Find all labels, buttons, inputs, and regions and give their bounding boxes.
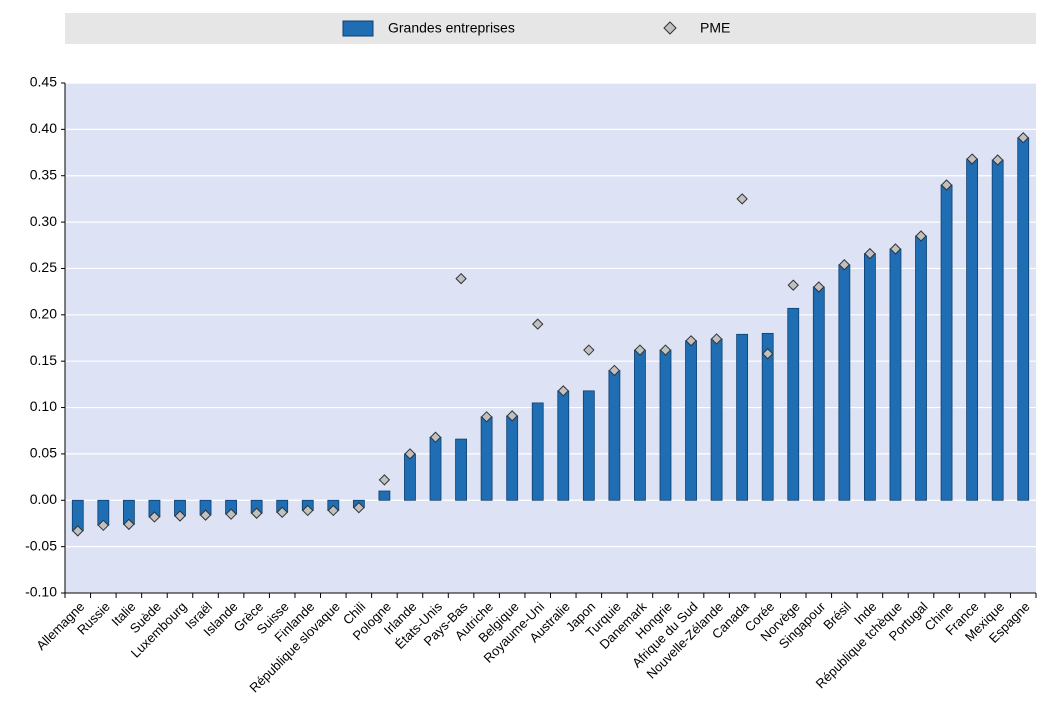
legend-label: PME (700, 20, 730, 36)
marker (761, 348, 774, 360)
bar (480, 416, 493, 501)
marker (72, 525, 84, 537)
marker (991, 154, 1004, 166)
bar (812, 286, 825, 501)
bar (557, 390, 570, 501)
bar (761, 332, 774, 501)
marker (864, 247, 876, 260)
bar (940, 184, 953, 501)
marker (940, 179, 953, 191)
y-tick-label: -0.10 (25, 584, 57, 600)
bar (710, 338, 723, 501)
y-tick-label: 0.10 (30, 398, 57, 414)
marker (302, 504, 314, 517)
y-tick-label: 0.00 (30, 491, 57, 507)
y-tick-label: 0.20 (30, 306, 57, 322)
y-tick-label: 0.30 (30, 213, 57, 229)
marker (736, 193, 748, 205)
y-tick-label: 0.15 (30, 352, 57, 368)
marker (276, 506, 288, 519)
marker (813, 281, 825, 293)
marker (199, 509, 212, 521)
marker (123, 518, 135, 531)
marker (174, 510, 186, 522)
bar (838, 264, 851, 501)
marker (506, 410, 518, 422)
bar (685, 340, 697, 501)
bar (378, 490, 391, 501)
bar (659, 349, 672, 501)
bar (582, 390, 595, 501)
legend-swatch (342, 20, 374, 37)
bar (506, 415, 519, 501)
marker (225, 508, 237, 520)
marker (608, 364, 621, 377)
x-tick-label: Brésil (820, 599, 854, 633)
marker (404, 448, 416, 460)
bar (864, 253, 876, 501)
marker (97, 519, 110, 532)
legend-background (65, 13, 1036, 44)
y-tick-label: 0.25 (30, 259, 57, 275)
marker (455, 272, 467, 285)
marker (532, 318, 544, 330)
marker (557, 385, 569, 397)
bar (991, 159, 1004, 501)
marker (353, 501, 365, 514)
bar (429, 436, 442, 501)
marker (710, 333, 723, 345)
bar (1017, 137, 1030, 501)
marker (148, 511, 161, 523)
bar (966, 158, 979, 501)
bar (531, 402, 544, 501)
legend-label: Grandes entreprises (388, 20, 515, 36)
bar (634, 349, 646, 501)
marker (480, 411, 493, 423)
marker (659, 344, 672, 356)
legend: Grandes entreprises PME (342, 20, 730, 37)
marker (378, 474, 391, 486)
y-tick-label: 0.05 (30, 445, 57, 461)
bar (736, 333, 749, 501)
y-tick-label: 0.35 (30, 166, 57, 182)
marker (583, 344, 595, 356)
marker (685, 335, 697, 347)
y-tick-label: -0.05 (25, 537, 57, 553)
legend-swatch (663, 21, 677, 35)
bar (608, 370, 621, 501)
marker (966, 153, 978, 165)
bar (787, 307, 800, 501)
marker (1017, 132, 1029, 144)
marker (838, 259, 851, 271)
y-tick-label: 0.45 (30, 74, 57, 90)
marker (634, 344, 646, 356)
marker (787, 279, 799, 291)
bar (889, 248, 902, 501)
y-tick-label: 0.40 (30, 120, 57, 136)
bar (455, 438, 467, 501)
marker (915, 230, 927, 242)
marker (250, 507, 263, 519)
marker (327, 504, 340, 517)
bar (915, 235, 927, 501)
marker (429, 431, 442, 443)
bar (404, 453, 416, 501)
marker (889, 243, 902, 255)
